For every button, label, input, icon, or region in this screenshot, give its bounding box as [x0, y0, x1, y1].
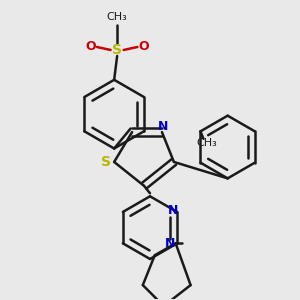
Text: N: N [158, 120, 169, 133]
Text: N: N [165, 237, 175, 250]
Text: S: S [112, 43, 122, 57]
Text: CH₃: CH₃ [196, 138, 217, 148]
Text: S: S [101, 155, 111, 169]
Text: N: N [167, 204, 178, 217]
Text: CH₃: CH₃ [107, 12, 128, 22]
Text: O: O [139, 40, 149, 53]
Text: O: O [85, 40, 96, 53]
